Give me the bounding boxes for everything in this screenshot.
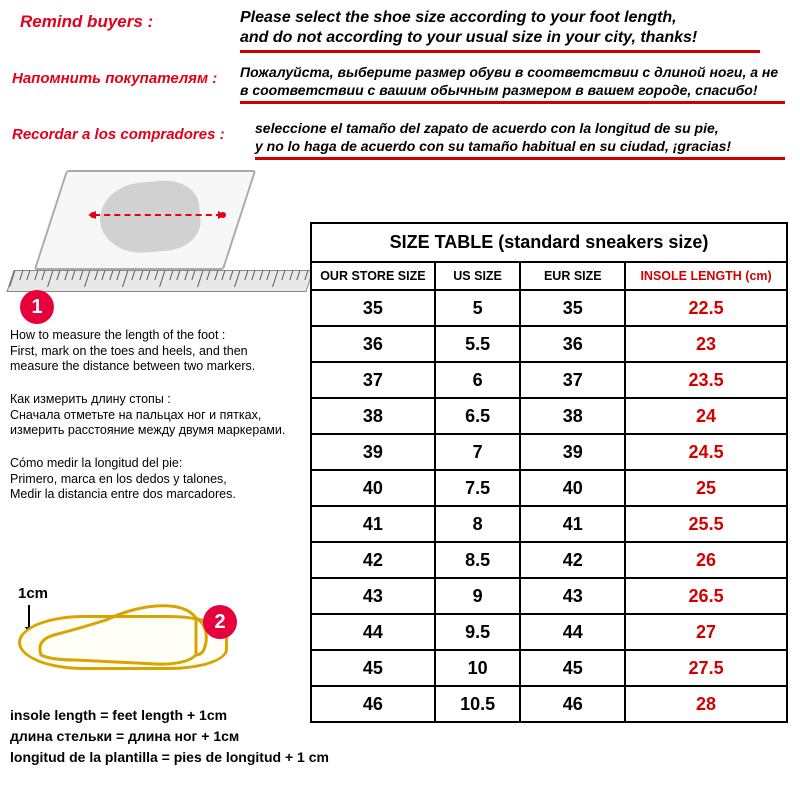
size-table-cell: 45 xyxy=(520,650,625,686)
remind-label-ru: Напомнить покупателям : xyxy=(12,70,217,87)
instr-es-2: Medir la distancia entre dos marcadores. xyxy=(10,487,236,503)
size-table-cell: 26 xyxy=(625,542,787,578)
size-table-cell: 9.5 xyxy=(435,614,521,650)
size-table-cell: 24 xyxy=(625,398,787,434)
underline-ru xyxy=(240,101,785,104)
underline-en xyxy=(240,50,760,53)
instr-en-1: First, mark on the toes and heels, and t… xyxy=(10,344,255,360)
remind-label-es: Recordar a los compradores : xyxy=(12,126,225,143)
size-table-cell: 27 xyxy=(625,614,787,650)
size-table-cell: 45 xyxy=(311,650,435,686)
size-table-cell: 35 xyxy=(311,290,435,326)
ruler-icon xyxy=(6,270,313,292)
instr-ru-1: Сначала отметьте на пальцах ног и пятках… xyxy=(10,408,285,424)
size-table-cell: 44 xyxy=(311,614,435,650)
size-table-cell: 46 xyxy=(520,686,625,722)
size-table-cell: 7 xyxy=(435,434,521,470)
foot-measure-diagram: 1 xyxy=(10,170,320,310)
size-table-cell: 40 xyxy=(520,470,625,506)
size-table-cell: 37 xyxy=(520,362,625,398)
size-table-cell: 27.5 xyxy=(625,650,787,686)
instructions-en: How to measure the length of the foot : … xyxy=(10,328,255,375)
instructions-es: Cómo medir la longitud del pie: Primero,… xyxy=(10,456,236,503)
size-table-cell: 43 xyxy=(520,578,625,614)
size-table-cell: 36 xyxy=(520,326,625,362)
instr-en-title: How to measure the length of the foot : xyxy=(10,328,255,344)
size-table-cell: 39 xyxy=(520,434,625,470)
size-table-cell: 10.5 xyxy=(435,686,521,722)
size-table-cell: 38 xyxy=(311,398,435,434)
size-table-cell: 28 xyxy=(625,686,787,722)
foot-side-icon xyxy=(36,600,211,670)
size-table-cell: 36 xyxy=(311,326,435,362)
arrow-right-icon xyxy=(218,211,226,219)
size-table-cell: 46 xyxy=(311,686,435,722)
size-table-cell: 42 xyxy=(311,542,435,578)
formula-ru: длина стельки = длина ног + 1см xyxy=(10,726,329,747)
size-table-col-header: OUR STORE SIZE xyxy=(311,262,435,290)
remind-text-ru-1: Пожалуйста, выберите размер обуви в соот… xyxy=(240,64,795,82)
size-table-cell: 23 xyxy=(625,326,787,362)
remind-text-en-1: Please select the shoe size according to… xyxy=(240,8,780,28)
remind-text-en-2: and do not according to your usual size … xyxy=(240,28,780,48)
instr-ru-2: измерить расстояние между двумя маркерам… xyxy=(10,423,285,439)
size-table-cell: 25 xyxy=(625,470,787,506)
arrow-left-icon xyxy=(88,211,96,219)
size-table-cell: 5 xyxy=(435,290,521,326)
size-table-cell: 8 xyxy=(435,506,521,542)
size-table-cell: 23.5 xyxy=(625,362,787,398)
size-table-cell: 44 xyxy=(520,614,625,650)
size-table-cell: 24.5 xyxy=(625,434,787,470)
size-table-cell: 22.5 xyxy=(625,290,787,326)
size-table-cell: 35 xyxy=(520,290,625,326)
size-table-cell: 6 xyxy=(435,362,521,398)
size-table-cell: 38 xyxy=(520,398,625,434)
remind-text-es-2: y no lo haga de acuerdo con su tamaño ha… xyxy=(255,138,795,156)
size-table-cell: 9 xyxy=(435,578,521,614)
formula-es: longitud de la plantilla = pies de longi… xyxy=(10,747,329,768)
size-table-cell: 10 xyxy=(435,650,521,686)
size-table-cell: 8.5 xyxy=(435,542,521,578)
size-table-cell: 6.5 xyxy=(435,398,521,434)
measure-line-icon xyxy=(94,214,222,216)
size-table-cell: 43 xyxy=(311,578,435,614)
formula-en: insole length = feet length + 1cm xyxy=(10,705,329,726)
size-table-col-header: INSOLE LENGTH (cm) xyxy=(625,262,787,290)
instructions-ru: Как измерить длину стопы : Сначала отмет… xyxy=(10,392,285,439)
insole-diagram: 1cm 2 xyxy=(8,555,248,695)
size-table-cell: 37 xyxy=(311,362,435,398)
instr-es-title: Cómo medir la longitud del pie: xyxy=(10,456,236,472)
size-table-cell: 25.5 xyxy=(625,506,787,542)
size-table-col-header: EUR SIZE xyxy=(520,262,625,290)
size-table-cell: 42 xyxy=(520,542,625,578)
insole-formula-block: insole length = feet length + 1cm длина … xyxy=(10,705,329,768)
size-table-cell: 26.5 xyxy=(625,578,787,614)
size-table-cell: 39 xyxy=(311,434,435,470)
size-table-title: SIZE TABLE (standard sneakers size) xyxy=(311,223,787,262)
remind-text-es-1: seleccione el tamaño del zapato de acuer… xyxy=(255,120,795,138)
instr-en-2: measure the distance between two markers… xyxy=(10,359,255,375)
size-table: SIZE TABLE (standard sneakers size)OUR S… xyxy=(310,222,788,723)
remind-text-ru-2: в соответствии с вашим обычным размером … xyxy=(240,82,795,100)
size-table-cell: 41 xyxy=(311,506,435,542)
size-table-cell: 40 xyxy=(311,470,435,506)
size-table-cell: 5.5 xyxy=(435,326,521,362)
size-table-cell: 7.5 xyxy=(435,470,521,506)
step-badge-2: 2 xyxy=(203,605,237,639)
underline-es xyxy=(255,157,785,160)
instr-ru-title: Как измерить длину стопы : xyxy=(10,392,285,408)
size-table-cell: 41 xyxy=(520,506,625,542)
remind-label-en: Remind buyers : xyxy=(20,12,153,31)
instr-es-1: Primero, marca en los dedos y talones, xyxy=(10,472,236,488)
size-table-col-header: US SIZE xyxy=(435,262,521,290)
step-badge-1: 1 xyxy=(20,290,54,324)
